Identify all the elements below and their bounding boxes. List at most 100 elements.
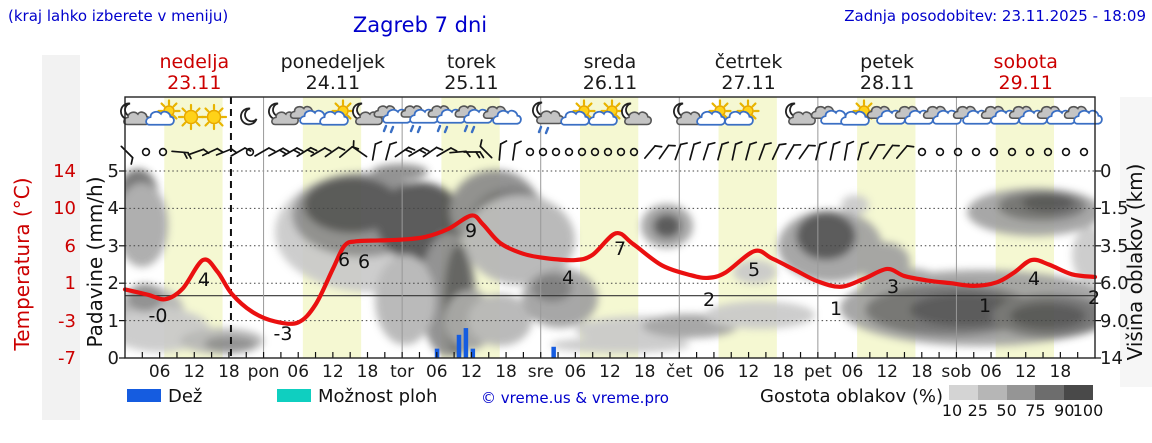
wind-barb-icon bbox=[282, 147, 304, 157]
barb-tick bbox=[906, 145, 915, 148]
wind-barb-icon bbox=[702, 141, 716, 161]
temp-value-label: 4 bbox=[562, 267, 574, 289]
cloud-blob bbox=[796, 212, 856, 260]
barb-staff bbox=[282, 147, 298, 157]
sun-ray bbox=[751, 114, 757, 120]
barb-tick bbox=[374, 140, 383, 145]
calm-wind-icon bbox=[141, 147, 151, 157]
barb-tick bbox=[707, 141, 716, 146]
wind-barb-icon bbox=[843, 140, 855, 161]
day-header-sreda: sreda 26.11 bbox=[541, 52, 680, 94]
calm-wind-icon bbox=[1043, 147, 1053, 157]
barb-staff bbox=[268, 147, 284, 157]
barb-tick bbox=[187, 151, 192, 160]
weather-icon-cloud bbox=[810, 105, 850, 125]
gradient-segment bbox=[949, 385, 978, 400]
temp-value-label: 6 bbox=[358, 251, 370, 273]
temp-value-label: 3 bbox=[887, 276, 899, 298]
rain-bar bbox=[551, 346, 556, 358]
day-abbr-label: sre bbox=[527, 362, 554, 382]
day-abbr-label: čet bbox=[666, 362, 693, 382]
barb-tick bbox=[734, 141, 743, 146]
barb-tick bbox=[230, 148, 238, 154]
sun-ray bbox=[218, 121, 224, 127]
barb-staff bbox=[689, 143, 695, 161]
moon-crescent bbox=[240, 107, 258, 126]
day-name: četrtek bbox=[714, 51, 783, 73]
hour-label: 18 bbox=[495, 362, 517, 382]
barb-tick bbox=[819, 141, 828, 146]
cloud-blob bbox=[653, 214, 681, 238]
wind-barb-icon bbox=[394, 146, 416, 158]
day-abbr-label: tor bbox=[390, 362, 415, 382]
sun-ray bbox=[346, 102, 352, 108]
wind-barb-icon bbox=[882, 144, 900, 160]
barb-staff bbox=[436, 147, 452, 157]
rain-bar bbox=[470, 348, 476, 358]
calm-wind-icon bbox=[538, 147, 548, 157]
wind-barb-icon bbox=[717, 141, 730, 161]
barb-tick bbox=[309, 146, 318, 152]
weather-icon-sun-cloud bbox=[319, 99, 355, 126]
barb-tick bbox=[418, 149, 427, 154]
hour-label: 12 bbox=[876, 362, 898, 382]
calm-wind-icon bbox=[564, 147, 574, 157]
hour-label: 18 bbox=[218, 362, 240, 382]
white-cloud bbox=[696, 110, 726, 126]
temp-value-label: 1 bbox=[830, 298, 842, 320]
barb-tick bbox=[422, 147, 430, 152]
weather-icon-sun-cloud bbox=[724, 99, 760, 126]
barb-tick bbox=[667, 144, 676, 147]
day-abbr-label: pet bbox=[803, 362, 832, 382]
sun-ray bbox=[346, 114, 352, 120]
day-header-petek: petek 28.11 bbox=[818, 52, 957, 94]
day-date: 29.11 bbox=[998, 72, 1053, 94]
day-abbr-label: pon bbox=[247, 362, 280, 382]
barb-staff bbox=[843, 143, 849, 161]
page-title: Zagreb 7 dni bbox=[352, 13, 488, 37]
height-tick-label: 0 bbox=[1100, 161, 1112, 182]
barb-staff bbox=[702, 143, 710, 161]
wind-barb-icon bbox=[422, 146, 444, 158]
hour-label: 06 bbox=[703, 362, 725, 382]
barb-tick bbox=[352, 140, 355, 149]
calm-wind-icon bbox=[603, 147, 613, 157]
sun-ray bbox=[160, 102, 166, 108]
calm-wind-icon bbox=[525, 147, 535, 157]
barb-tick bbox=[763, 142, 772, 146]
sun-ray bbox=[855, 102, 861, 108]
rain-mark bbox=[463, 124, 469, 133]
temp-value-label: 7 bbox=[614, 238, 626, 260]
barb-tick bbox=[130, 156, 134, 165]
cloud-blob bbox=[372, 164, 428, 180]
site-credit-link[interactable]: © vreme.us & vreme.pro bbox=[481, 389, 669, 407]
barb-staff bbox=[815, 143, 821, 161]
white-cloud bbox=[319, 110, 349, 126]
cloud-density-layer bbox=[125, 164, 1095, 357]
calm-wind-icon bbox=[245, 147, 255, 157]
wind-barb-icon bbox=[512, 140, 522, 161]
rain-mark bbox=[382, 124, 388, 133]
temp-value-label: -3 bbox=[274, 323, 293, 345]
hour-label: 18 bbox=[772, 362, 795, 382]
barb-tick bbox=[278, 149, 287, 155]
rain-mark bbox=[389, 125, 395, 134]
gradient-segment bbox=[1006, 385, 1036, 400]
calm-wind-icon bbox=[1079, 147, 1089, 157]
wind-barb-icon bbox=[254, 147, 276, 157]
sun-ray bbox=[195, 121, 201, 127]
day-name: torek bbox=[446, 51, 496, 73]
barb-staff bbox=[498, 143, 502, 161]
cloud-blob bbox=[125, 183, 168, 267]
temp-tick-label: -7 bbox=[58, 348, 76, 369]
rain-mark bbox=[470, 125, 476, 134]
rain-tick-label: 1 bbox=[107, 310, 119, 332]
barb-tick bbox=[499, 140, 508, 145]
sun-ray bbox=[587, 102, 593, 108]
hour-label: 12 bbox=[460, 362, 483, 382]
barb-tick bbox=[389, 141, 398, 146]
day-abbr-label: sob bbox=[941, 362, 972, 382]
sun-ray bbox=[739, 102, 745, 108]
weather-icon-sun bbox=[200, 103, 228, 131]
